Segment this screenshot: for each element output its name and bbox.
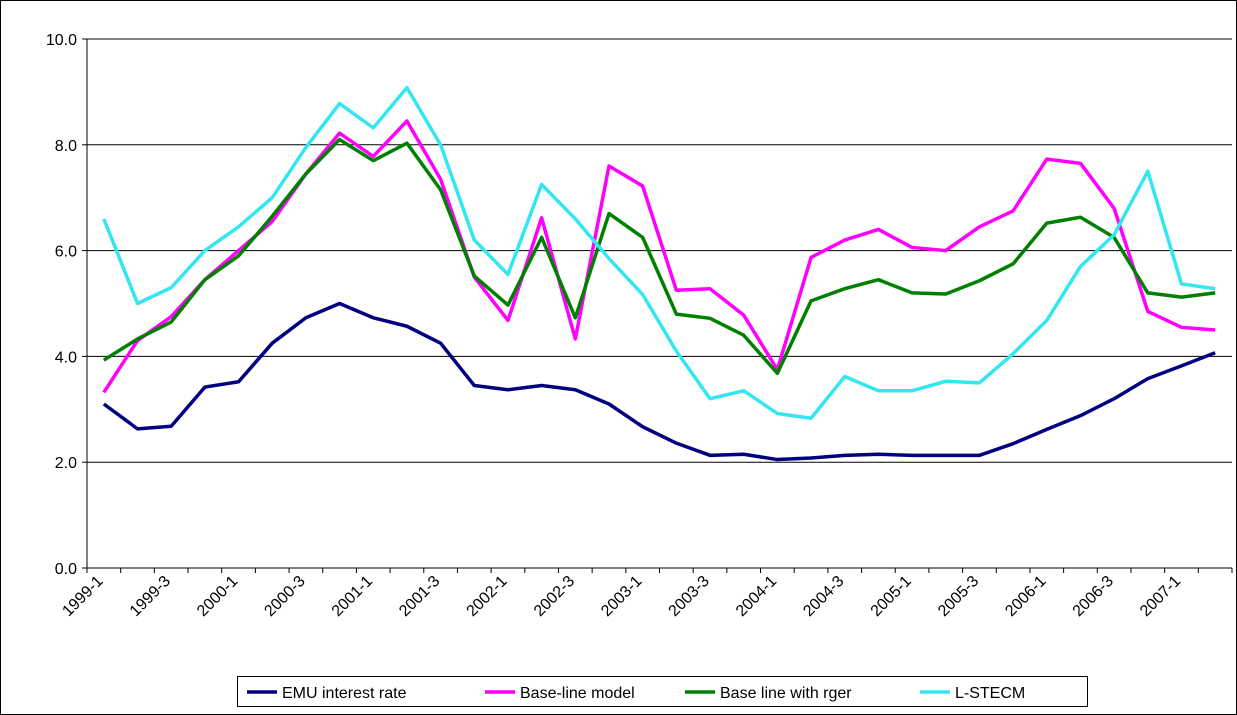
legend-label: L-STECM [955, 685, 1025, 702]
y-tick-label: 4.0 [55, 349, 77, 366]
y-tick-label: 8.0 [55, 138, 77, 155]
legend-label: EMU interest rate [282, 685, 407, 702]
series-line [102, 301, 1216, 462]
series-line [102, 85, 1216, 421]
legend-label: Base line with rger [720, 685, 852, 702]
y-tick-label: 0.0 [55, 561, 77, 578]
legend-label: Base-line model [520, 685, 635, 702]
y-tick-label: 10.0 [46, 32, 77, 49]
y-tick-label: 2.0 [55, 455, 77, 472]
series-line [102, 137, 1216, 376]
y-tick-label: 6.0 [55, 244, 77, 261]
